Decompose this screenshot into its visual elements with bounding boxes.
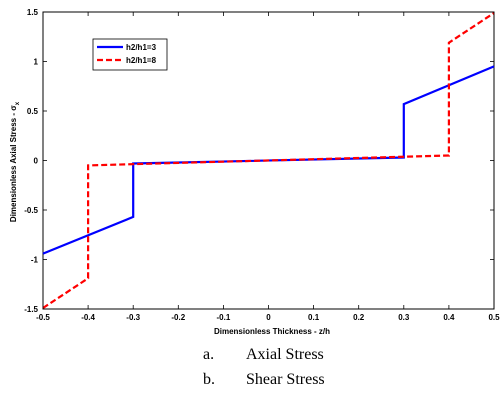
y-tick-label: 1: [34, 58, 39, 67]
caption-b-text: Shear Stress: [246, 371, 325, 388]
x-tick-label: -0.5: [36, 313, 50, 322]
axial-stress-chart: -0.5 -0.4 -0.3 -0.2 -0.1 0 0.1 0.2 0.3 0.4 0.5 -1.5…: [9, 8, 500, 336]
x-tick-label: 0: [266, 313, 271, 322]
x-tick-label: 0.2: [353, 313, 365, 322]
x-tick-label: 0.3: [398, 313, 410, 322]
y-tick-label: -1.5: [24, 305, 38, 314]
x-tick-label: -0.2: [171, 313, 185, 322]
y-tick-label: -1: [31, 256, 39, 265]
y-tick-label: 1.5: [27, 8, 39, 17]
series-line-2: [42, 12, 495, 309]
y-tick-label: -0.5: [24, 206, 38, 215]
caption-b-letter: b.: [203, 371, 215, 388]
y-axis-label-subscript: x: [15, 101, 21, 105]
x-tick-label: -0.1: [217, 313, 231, 322]
x-tick-label: 0.5: [488, 313, 500, 322]
y-tick-label: 0: [34, 157, 39, 166]
legend-box: [92, 38, 168, 71]
ticks-layer: -0.5 -0.4 -0.3 -0.2 -0.1 0 0.1 0.2 0.3 0.4 0.5 -1.5…: [24, 8, 500, 322]
x-tick-label: -0.4: [81, 313, 95, 322]
y-axis-label: Dimensionless Axial Stress - σx: [9, 101, 21, 222]
legend-label-1: h2/h1=3: [126, 43, 157, 52]
x-axis-label: Dimensionless Thickness - z/h: [214, 327, 330, 336]
y-tick-label: 0.5: [27, 107, 39, 116]
x-tick-label: -0.3: [126, 313, 140, 322]
caption-a-letter: a.: [203, 346, 215, 363]
legend: h2/h1=3 h2/h1=8: [92, 38, 168, 71]
x-tick-label: 0.1: [308, 313, 320, 322]
legend-label-2: h2/h1=8: [126, 56, 157, 65]
x-tick-label: 0.4: [443, 313, 455, 322]
series-layer: [42, 12, 495, 309]
y-axis-label-text: Dimensionless Axial Stress - σ: [9, 105, 18, 222]
caption-a-text: Axial Stress: [246, 346, 324, 363]
